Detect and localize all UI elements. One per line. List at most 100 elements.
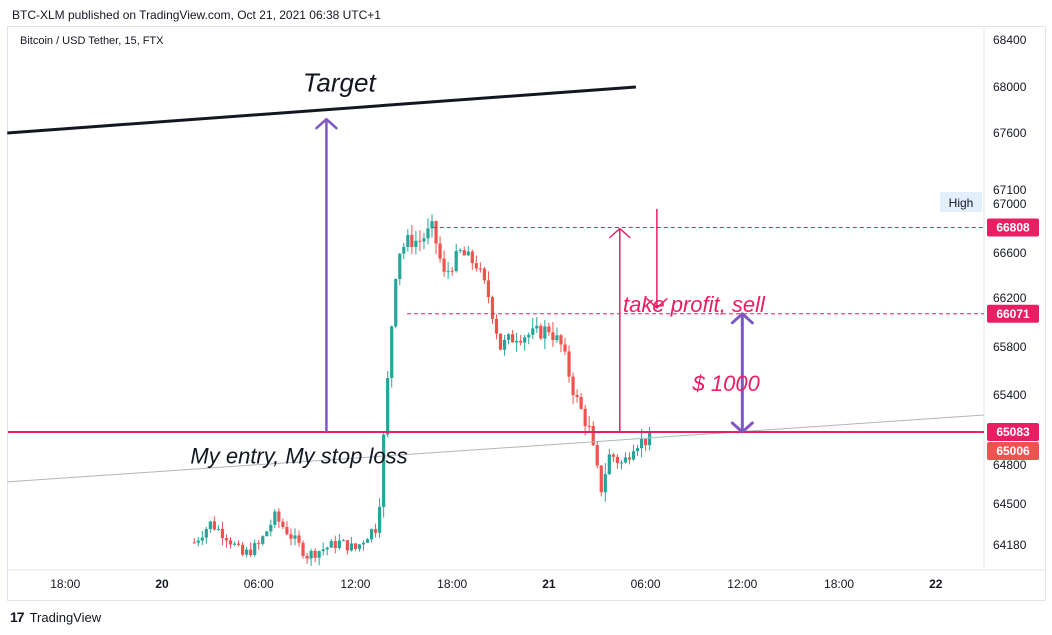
candle-body xyxy=(394,279,398,327)
candle-body xyxy=(486,280,491,298)
time-tick-label: 20 xyxy=(155,577,169,591)
price-tick-label: 66200 xyxy=(993,291,1027,305)
candle-body xyxy=(595,445,599,466)
candle-body xyxy=(305,555,309,559)
candle-body xyxy=(583,408,587,426)
price-tick-label: 64800 xyxy=(993,458,1027,472)
candle-body xyxy=(494,318,499,334)
price-tick-label: 68000 xyxy=(993,80,1027,94)
candle-body xyxy=(261,536,265,544)
candle-body xyxy=(527,334,531,338)
candle-body xyxy=(386,377,390,435)
candle-body xyxy=(253,543,257,555)
price-tick-label: 65800 xyxy=(993,340,1027,354)
candle-body xyxy=(390,326,394,378)
candle-body xyxy=(567,351,571,377)
time-tick-label: 21 xyxy=(542,577,556,591)
candle-body xyxy=(410,234,414,248)
price-tick-label: 64500 xyxy=(993,497,1027,511)
candle-body xyxy=(269,524,273,532)
candle-body xyxy=(398,253,402,280)
candle-body xyxy=(603,474,607,493)
footer: 17 TradingView xyxy=(10,609,101,625)
candle-body xyxy=(273,511,277,525)
candle-body xyxy=(426,228,430,239)
candle-body xyxy=(293,535,297,539)
candle-body xyxy=(297,535,301,543)
candle-body xyxy=(228,540,233,545)
candle-body xyxy=(450,270,454,272)
candle-body xyxy=(563,344,567,352)
candle-body xyxy=(196,540,200,543)
arrow-head xyxy=(315,117,338,130)
candle-body xyxy=(619,462,624,464)
candle-body xyxy=(289,534,293,539)
price-tag-label: 65006 xyxy=(996,444,1030,458)
candle-body xyxy=(506,334,511,340)
candle-body xyxy=(611,454,615,457)
candle-body xyxy=(301,542,305,556)
candle-body xyxy=(543,326,547,339)
candle-body xyxy=(418,240,422,242)
candle-body xyxy=(515,340,519,343)
candle-body xyxy=(623,457,628,463)
candle-body xyxy=(369,529,374,540)
candle-body xyxy=(644,438,648,446)
candle-body xyxy=(587,425,591,427)
time-tick-label: 12:00 xyxy=(727,577,757,591)
candle-body xyxy=(277,511,281,522)
candle-body xyxy=(232,543,237,545)
price-tick-label: 66600 xyxy=(993,246,1027,260)
candle-body xyxy=(325,547,329,550)
candle-body xyxy=(648,432,652,446)
time-tick-label: 18:00 xyxy=(824,577,854,591)
price-tick-label: 67100 xyxy=(993,183,1027,197)
candle-body xyxy=(378,506,382,533)
candle-body xyxy=(321,549,325,552)
candle-body xyxy=(414,240,418,248)
candle-body xyxy=(265,531,269,537)
candle-body xyxy=(402,246,406,254)
arrow-head xyxy=(730,421,754,434)
candle-body xyxy=(498,333,503,350)
candle-body xyxy=(478,268,482,270)
time-tick-label: 22 xyxy=(929,577,943,591)
arrow-head xyxy=(646,298,668,309)
candle-body xyxy=(285,526,289,535)
candle-body xyxy=(547,326,551,333)
candle-body xyxy=(192,542,196,544)
footer-brand[interactable]: TradingView xyxy=(29,609,102,625)
price-tag-label: 66071 xyxy=(996,307,1030,321)
candle-body xyxy=(224,538,229,541)
candle-body xyxy=(502,339,507,350)
candle-body xyxy=(236,543,241,545)
candle-body xyxy=(434,221,438,244)
target-trend-line xyxy=(7,85,637,135)
annotation-text: $ 1000 xyxy=(692,371,761,396)
candle-body xyxy=(599,465,603,493)
symbol-title[interactable]: Bitcoin / USD Tether, 15, FTX xyxy=(20,35,164,47)
candle-body xyxy=(241,544,245,555)
candle-body xyxy=(446,270,450,272)
price-tick-label: 67000 xyxy=(993,197,1027,211)
tv-logo-icon[interactable]: 17 xyxy=(10,609,25,625)
candle-body xyxy=(204,529,208,538)
price-tag-box xyxy=(987,304,1039,323)
candle-body xyxy=(212,521,216,530)
price-tick-label: 65400 xyxy=(993,388,1027,402)
candle-body xyxy=(382,434,386,507)
candle-body xyxy=(353,543,358,549)
price-tick-label: 67600 xyxy=(993,126,1027,140)
candle-body xyxy=(511,334,515,343)
candle-body xyxy=(462,250,466,256)
candle-body xyxy=(438,243,442,259)
candle-body xyxy=(466,251,470,256)
price-tick-label: 64180 xyxy=(993,538,1027,552)
candle-body xyxy=(555,335,559,341)
time-tick-label: 18:00 xyxy=(50,577,80,591)
price-tag-label: 66808 xyxy=(996,221,1030,235)
candle-body xyxy=(245,549,249,555)
candle-body xyxy=(575,395,579,398)
candle-body xyxy=(531,328,535,335)
